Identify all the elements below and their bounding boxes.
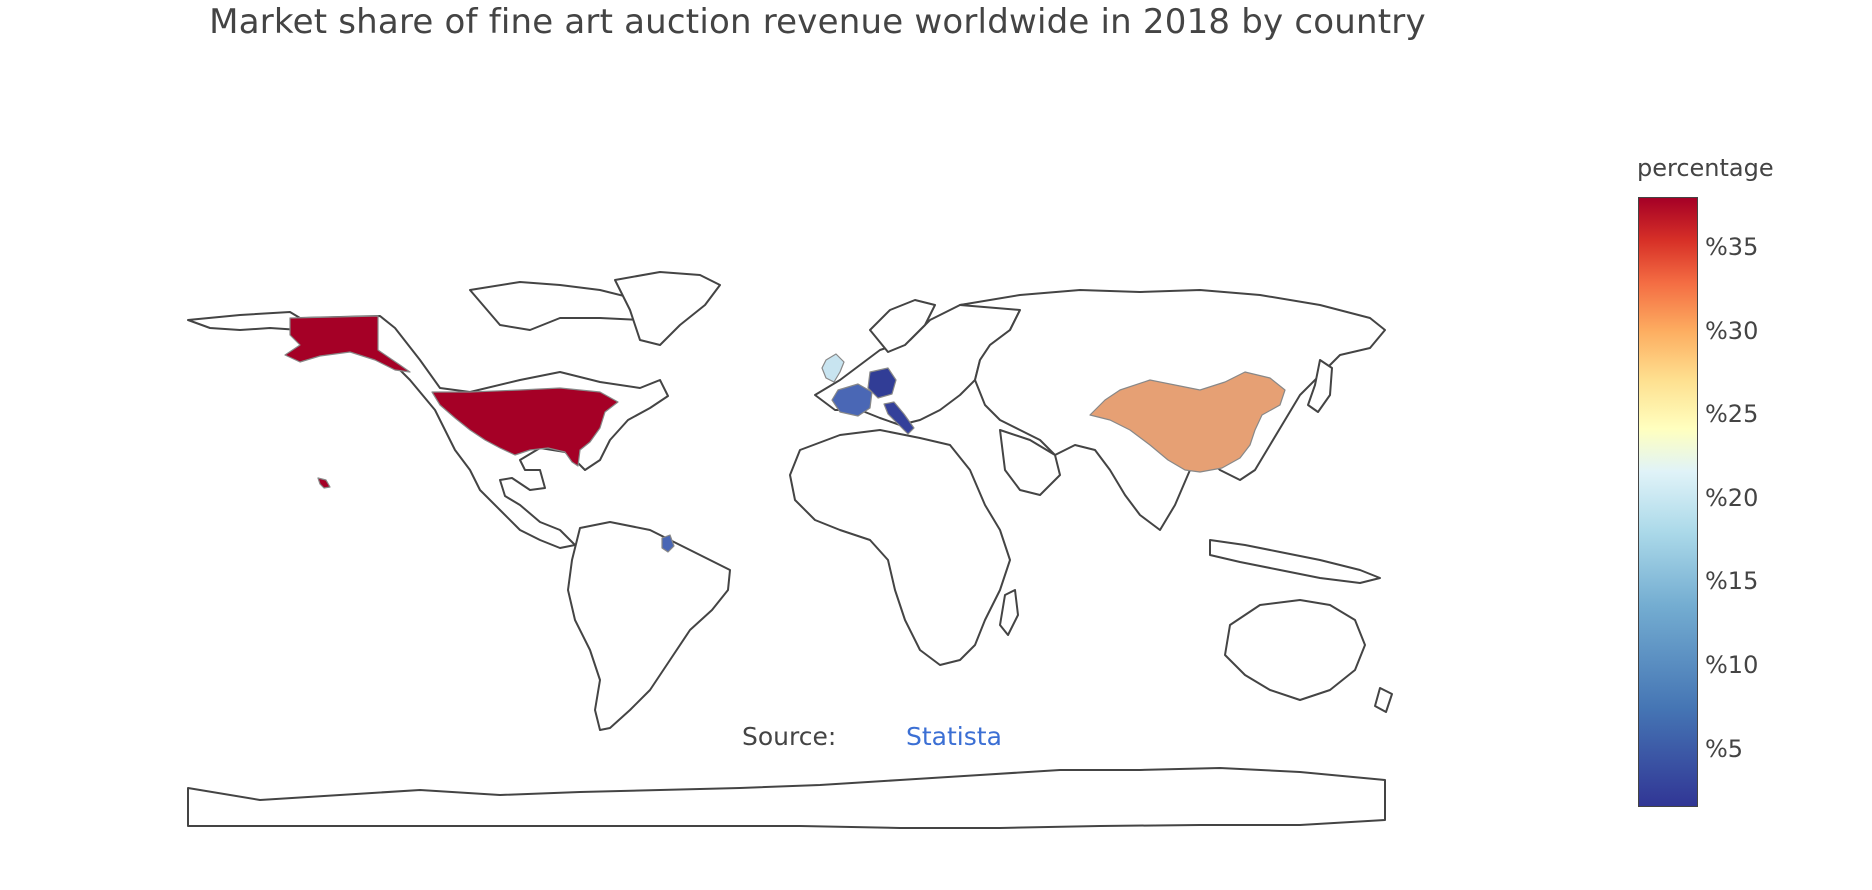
land-greenland <box>614 271 721 346</box>
region-usa-alaska <box>284 315 411 373</box>
source-link[interactable]: Statista <box>906 722 1002 751</box>
region-germany <box>867 367 897 399</box>
land-madagascar <box>999 589 1019 636</box>
land-africa <box>789 429 1011 666</box>
land-antarctica <box>187 767 1386 829</box>
land-scandinavia <box>869 299 936 353</box>
region-guiana <box>661 534 675 553</box>
colorbar-title: percentage <box>1637 154 1774 182</box>
colorbar-tick-label: %25 <box>1705 400 1759 429</box>
colorbar-tick-label: %10 <box>1705 650 1759 679</box>
colorbar-tick-label: %30 <box>1705 316 1759 345</box>
region-france <box>831 383 873 417</box>
land-arabia <box>999 429 1061 496</box>
chart-title: Market share of fine art auction revenue… <box>209 2 1426 42</box>
land-japan <box>1307 359 1333 413</box>
region-usa-hawaii <box>317 477 331 489</box>
colorbar-gradient <box>1638 197 1698 807</box>
region-united-kingdom <box>821 353 845 383</box>
source-label: Source: <box>742 722 837 751</box>
land-indonesia <box>1209 539 1381 584</box>
colorbar-tick-label: %20 <box>1705 483 1759 512</box>
region-usa-mainland <box>431 387 619 467</box>
region-italy <box>883 401 915 435</box>
colorbar-tick-label: %5 <box>1705 734 1744 763</box>
land-south-america <box>567 521 731 731</box>
land-australia <box>1224 599 1366 701</box>
colorbar-tick-label: %35 <box>1705 233 1759 262</box>
colorbar-tick-label: %15 <box>1705 567 1759 596</box>
land-new-zealand <box>1374 687 1393 713</box>
region-china <box>1089 371 1286 473</box>
choropleth-regions <box>284 315 1286 553</box>
